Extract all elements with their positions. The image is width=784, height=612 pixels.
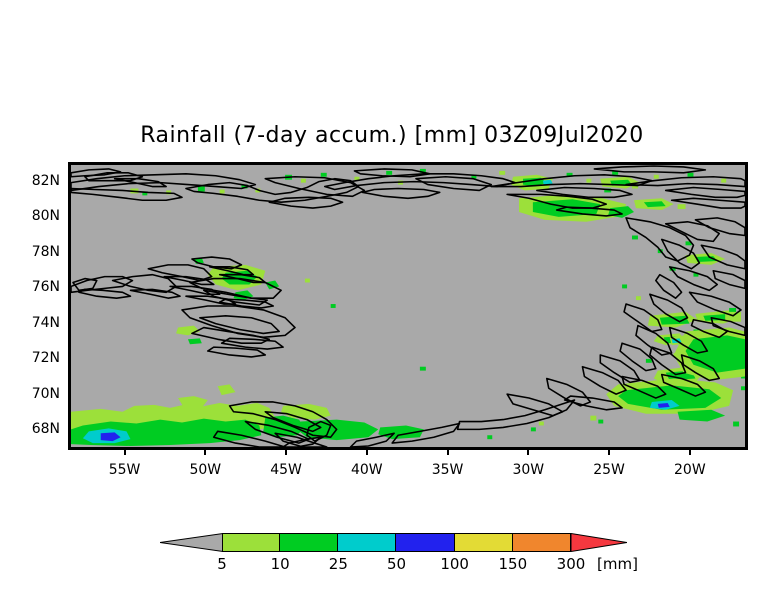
map-canvas xyxy=(71,165,745,447)
rainfall-shading-layer xyxy=(71,168,745,447)
longitude-tick-mark xyxy=(204,448,207,455)
colorbar-cell-50-100[interactable] xyxy=(396,533,455,552)
colorbar-cells xyxy=(222,533,571,552)
longitude-tick-label: 25W xyxy=(593,462,625,478)
latitude-tick-label: 70N xyxy=(31,385,60,402)
longitude-tick-mark xyxy=(608,448,611,455)
longitude-tick-label: 40W xyxy=(350,462,383,478)
latitude-axis: 82N 80N 78N 76N 74N 72N 70N 68N xyxy=(8,162,76,450)
longitude-tick-mark xyxy=(365,448,368,455)
colorbar-cell-10-25[interactable] xyxy=(280,533,339,552)
longitude-tick-mark xyxy=(688,448,691,455)
figure-title: Rainfall (7-day accum.) [mm] 03Z09Jul202… xyxy=(140,123,644,148)
colorbar-unit-label: [mm] xyxy=(597,555,638,573)
longitude-tick-label: 35W xyxy=(431,462,464,478)
latitude-tick-label: 82N xyxy=(31,172,60,189)
colorbar-tick-25: 25 xyxy=(328,555,348,573)
colorbar-cell-150-300[interactable] xyxy=(512,533,571,552)
longitude-tick-label: 50W xyxy=(189,462,222,478)
rain-east-offshore-blob xyxy=(669,311,745,394)
map-plot-area[interactable] xyxy=(68,162,748,450)
latitude-tick-label: 74N xyxy=(31,314,60,331)
coastline-layer xyxy=(71,165,745,447)
longitude-tick-label: 55W xyxy=(108,462,141,478)
colorbar-tick-100: 100 xyxy=(440,555,469,573)
latitude-tick-label: 72N xyxy=(31,350,60,367)
longitude-tick-label: 45W xyxy=(270,462,302,478)
rain-scattered-small xyxy=(304,278,641,440)
colorbar-tick-150: 150 xyxy=(498,555,528,573)
colorbar-cell-25-50[interactable] xyxy=(338,533,397,552)
colorbar-under-arrow xyxy=(160,533,223,552)
colorbar-over-arrow xyxy=(571,533,627,552)
colorbar[interactable]: 5 10 25 50 100 150 300 [mm] xyxy=(160,530,650,576)
colorbar-tick-50: 50 xyxy=(386,555,407,573)
longitude-tick-mark xyxy=(123,448,126,455)
latitude-tick-label: 68N xyxy=(31,421,60,438)
latitude-tick-label: 76N xyxy=(31,279,60,296)
longitude-tick-mark xyxy=(285,448,288,455)
longitude-tick-label: 30W xyxy=(512,462,545,478)
longitude-tick-label: 20W xyxy=(674,462,706,478)
colorbar-cell-100-150[interactable] xyxy=(454,533,513,552)
latitude-tick-label: 80N xyxy=(31,208,60,225)
colorbar-tick-10: 10 xyxy=(270,555,290,573)
colorbar-tick-5: 5 xyxy=(217,555,227,573)
latitude-tick-label: 78N xyxy=(31,243,60,260)
colorbar-cell-5-10[interactable] xyxy=(222,533,281,552)
colorbar-tick-300: 300 xyxy=(556,555,586,573)
longitude-tick-mark xyxy=(527,448,530,455)
longitude-tick-mark xyxy=(446,448,449,455)
longitude-axis: 55W 50W 45W 40W 35W 30W 25W 20W xyxy=(68,448,748,482)
